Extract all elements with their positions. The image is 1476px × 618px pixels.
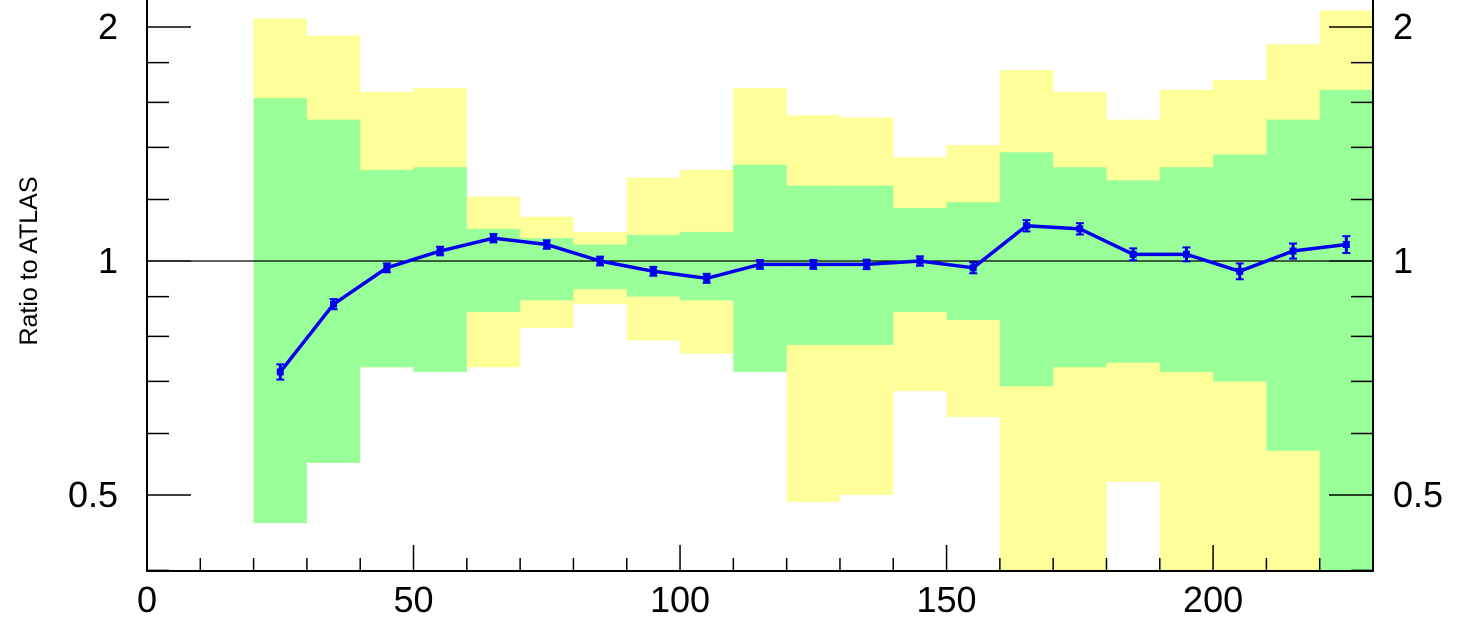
data-point (1342, 241, 1350, 249)
y-axis-title: Ratio to ATLAS (15, 176, 43, 345)
inner-band-bin (1053, 167, 1107, 368)
inner-band-bin (573, 244, 627, 290)
data-point (383, 264, 391, 272)
x-tick-label: 50 (393, 579, 433, 618)
inner-band-bin (1266, 119, 1320, 451)
y-tick-label-left: 0.5 (68, 474, 118, 515)
data-series (276, 219, 1351, 381)
data-point (756, 260, 764, 268)
x-tick-label: 150 (917, 579, 977, 618)
x-tick-label: 200 (1183, 579, 1243, 618)
data-point (489, 234, 497, 242)
plot-frame (146, 0, 1374, 572)
x-tick-label: 100 (650, 579, 710, 618)
y-tick-label-left: 2 (98, 6, 118, 47)
inner-band-bin (1106, 180, 1160, 363)
y-tick-labels: 0.5 0.5 1 1 2 2 (68, 6, 1443, 515)
data-point (543, 241, 551, 249)
y-tick-label-right: 2 (1393, 6, 1413, 47)
data-point (1289, 247, 1297, 255)
inner-band-bin (1319, 89, 1373, 571)
data-point (1076, 225, 1084, 233)
y-tick-label-right: 1 (1393, 240, 1413, 281)
data-point (649, 267, 657, 275)
data-point (1129, 250, 1137, 258)
data-point (436, 247, 444, 255)
x-tick-labels: 0 50 100 150 200 (137, 579, 1243, 618)
data-point (1182, 250, 1190, 258)
inner-band-bin (626, 235, 681, 297)
data-point (276, 368, 284, 376)
data-point (916, 257, 924, 265)
inner-band-bin (253, 98, 307, 524)
inner-band-bin (1159, 167, 1214, 372)
x-tick-label: 0 (137, 579, 157, 618)
data-point (863, 260, 871, 268)
data-point (1236, 267, 1244, 275)
data-point (703, 274, 711, 282)
uncertainty-bands (253, 10, 1373, 572)
inner-band-bin (999, 152, 1054, 387)
inner-band-bin (680, 231, 734, 301)
data-point (1023, 222, 1031, 230)
data-point (596, 257, 604, 265)
y-tick-label-left: 1 (98, 240, 118, 281)
inner-band-bin (413, 167, 467, 372)
data-point (969, 264, 977, 272)
axis-ticks (146, 26, 1374, 572)
data-point (809, 260, 817, 268)
y-tick-label-right: 0.5 (1393, 474, 1443, 515)
data-point (330, 300, 338, 308)
